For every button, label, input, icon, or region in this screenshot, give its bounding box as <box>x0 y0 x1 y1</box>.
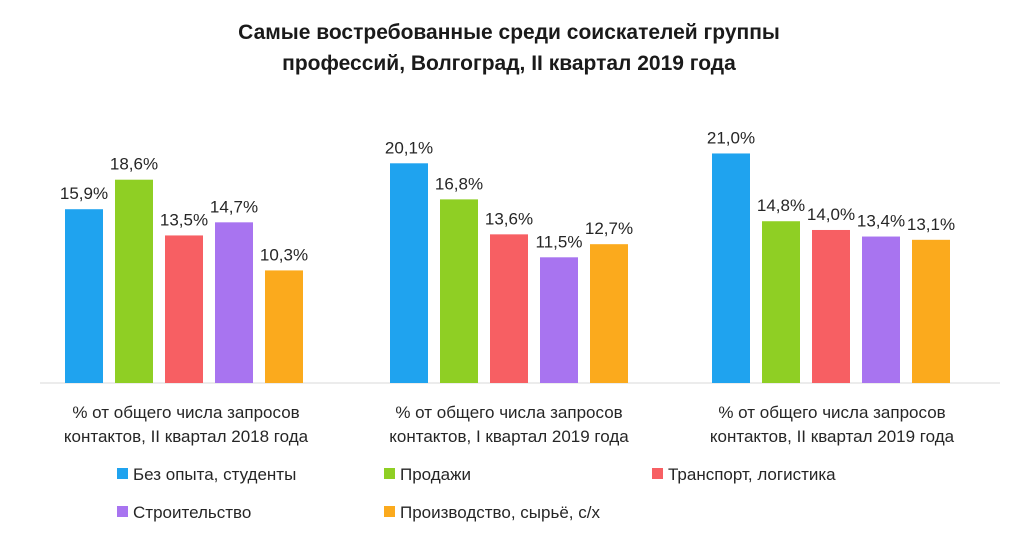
bar <box>115 179 153 383</box>
legend-swatch <box>384 506 395 517</box>
data-label: 12,7% <box>585 219 633 238</box>
data-label: 14,8% <box>757 196 805 215</box>
data-label: 13,4% <box>857 212 905 231</box>
bar <box>165 235 203 383</box>
legend-label: Без опыта, студенты <box>133 465 296 484</box>
data-labels: 15,9%18,6% 13,5%14,7% 10,3% 20,1%16,8%13,6%… <box>60 128 955 264</box>
legend-item: Транспорт, логистика <box>652 465 836 484</box>
data-label: 10,3% <box>260 245 308 264</box>
bar <box>590 244 628 383</box>
data-label: 13,1% <box>907 215 955 234</box>
legend-swatch <box>117 506 128 517</box>
bar <box>440 199 478 383</box>
data-label: 15,9% <box>60 184 108 203</box>
bar <box>762 221 800 383</box>
legend-swatch <box>117 468 128 479</box>
data-label: 18,6% <box>110 155 158 174</box>
legend-label: Транспорт, логистика <box>668 465 836 484</box>
legend-swatch <box>652 468 663 479</box>
data-label: 16,8% <box>435 174 483 193</box>
bar <box>862 236 900 383</box>
legend-label: Продажи <box>400 465 471 484</box>
data-label: 13,6% <box>485 209 533 228</box>
category-label: % от общего числа запросов <box>395 403 622 422</box>
chart-title-line-1: Самые востребованные среди соискателей г… <box>238 21 780 44</box>
legend-swatch <box>384 468 395 479</box>
data-label: 14,0% <box>807 205 855 224</box>
bar <box>265 270 303 383</box>
chart-title: Самые востребованные среди соискателей г… <box>238 21 780 75</box>
bar <box>540 257 578 383</box>
data-label: 20,1% <box>385 138 433 157</box>
data-label: 13,5% <box>160 210 208 229</box>
bar <box>712 153 750 383</box>
legend-item: Продажи <box>384 465 471 484</box>
category-label: % от общего числа запросов <box>72 403 299 422</box>
legend-item: Производство, сырьё, с/х <box>384 503 600 522</box>
category-label: % от общего числа запросов <box>718 403 945 422</box>
category-labels: % от общего числа запросов контактов, II … <box>64 403 955 446</box>
legend: Без опыта, студенты Продажи Транспорт, лог… <box>117 465 836 522</box>
data-label: 21,0% <box>707 128 755 147</box>
legend-item: Без опыта, студенты <box>117 465 296 484</box>
bars <box>65 153 950 383</box>
bar <box>215 222 253 383</box>
category-label: контактов, I квартал 2019 года <box>389 427 629 446</box>
bar <box>65 209 103 383</box>
bar <box>490 234 528 383</box>
data-label: 14,7% <box>210 197 258 216</box>
legend-label: Строительство <box>133 503 251 522</box>
legend-label: Производство, сырьё, с/х <box>400 503 600 522</box>
category-label: контактов, II квартал 2018 года <box>64 427 309 446</box>
bar <box>912 239 950 383</box>
chart-title-line-2: профессий, Волгоград, II квартал 2019 го… <box>282 52 736 75</box>
category-label: контактов, II квартал 2019 года <box>710 427 955 446</box>
bar <box>812 229 850 383</box>
legend-item: Строительство <box>117 503 251 522</box>
bar <box>390 163 428 383</box>
data-label: 11,5% <box>536 232 583 251</box>
